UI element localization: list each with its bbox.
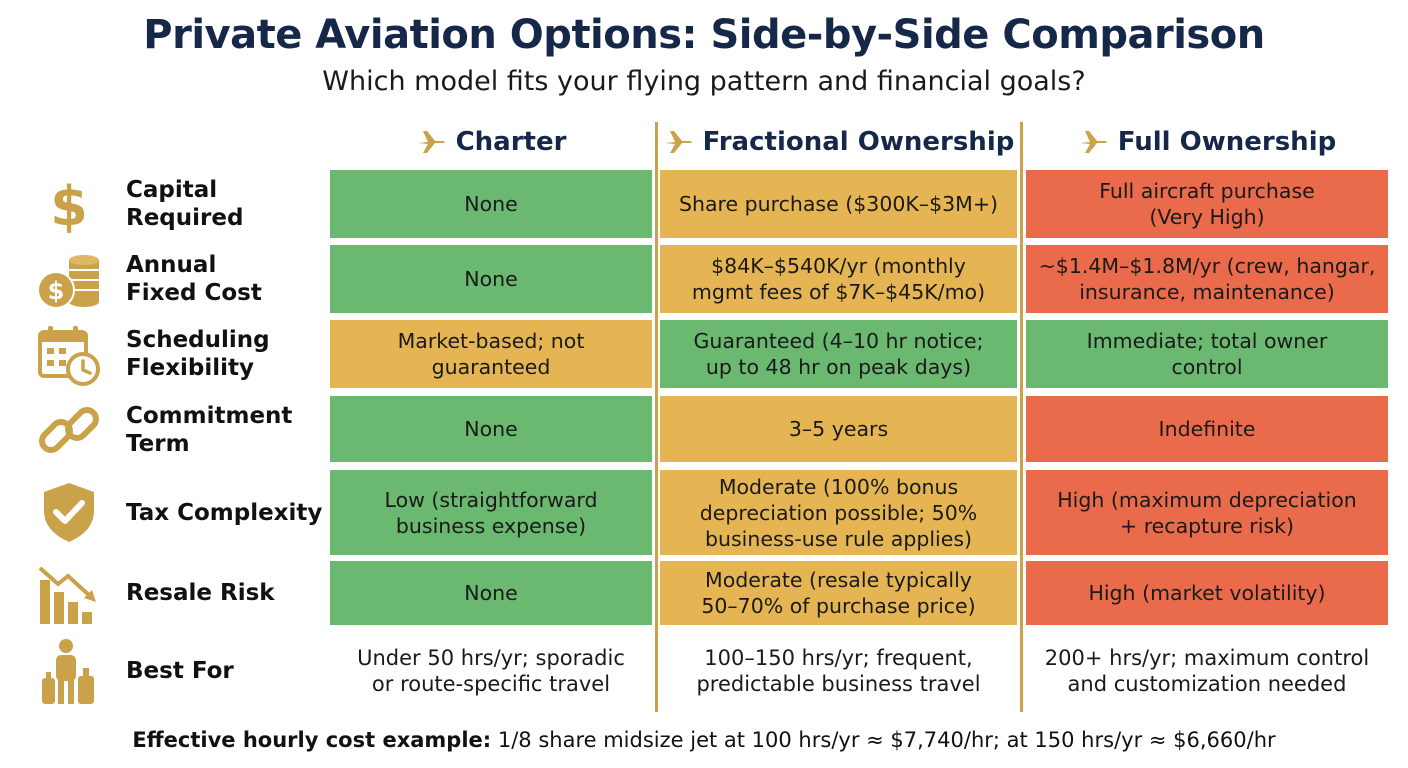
- cell-full-tax: High (maximum depreciation + recapture ri…: [1026, 470, 1388, 555]
- cell-fractional-tax: Moderate (100% bonus depreciation possibl…: [660, 470, 1017, 555]
- column-header-fractional: Fractional Ownership: [660, 122, 1017, 162]
- footer-text: 1/8 share midsize jet at 100 hrs/yr ≈ $7…: [491, 728, 1276, 752]
- traveler-luggage-icon: [42, 639, 94, 704]
- cell-fractional-scheduling: Guaranteed (4–10 hr notice; up to 48 hr o…: [660, 320, 1017, 388]
- airplane-icon: [664, 131, 692, 153]
- cell-charter-annual: None: [330, 245, 652, 313]
- cell-charter-resale: None: [330, 561, 652, 625]
- column-header-full: Full Ownership: [1026, 122, 1388, 162]
- cell-full-scheduling: Immediate; total owner control: [1026, 320, 1388, 388]
- chain-link-icon: [39, 407, 99, 453]
- row-label-commitment-term: Commitment Term: [126, 403, 293, 457]
- cell-charter-tax: Low (straightforward business expense): [330, 470, 652, 555]
- cell-full-commitment: Indefinite: [1026, 396, 1388, 462]
- airplane-icon: [417, 131, 445, 153]
- row-label-annual-fixed-cost: Annual Fixed Cost: [126, 252, 262, 306]
- cell-charter-commitment: None: [330, 396, 652, 462]
- cell-fractional-commitment: 3–5 years: [660, 396, 1017, 462]
- cell-fractional-resale: Moderate (resale typically 50–70% of purc…: [660, 561, 1017, 625]
- column-divider: [655, 122, 658, 712]
- column-divider: [1020, 122, 1023, 712]
- cell-fractional-annual: $84K–$540K/yr (monthly mgmt fees of $7K–$…: [660, 245, 1017, 313]
- coins-icon: $: [37, 255, 99, 309]
- calendar-clock-icon: [38, 326, 100, 386]
- cell-charter-best-for: Under 50 hrs/yr; sporadic or route-specif…: [357, 646, 625, 696]
- cell-charter-scheduling: Market-based; not guaranteed: [330, 320, 652, 388]
- cell-fractional-capital: Share purchase ($300K–$3M+): [660, 170, 1017, 238]
- shield-check-icon: [44, 483, 94, 542]
- column-header-charter: Charter: [330, 122, 652, 162]
- row-label-scheduling-flexibility: Scheduling Flexibility: [126, 327, 270, 381]
- row-label-resale-risk: Resale Risk: [126, 580, 275, 606]
- cell-full-annual: ~$1.4M–$1.8M/yr (crew, hangar, insurance,…: [1026, 245, 1388, 313]
- page-title: Private Aviation Options: Side-by-Side C…: [143, 12, 1265, 58]
- row-label-tax-complexity: Tax Complexity: [126, 499, 323, 526]
- footer-note: Effective hourly cost example: 1/8 share…: [0, 728, 1408, 752]
- row-label-best-for: Best For: [126, 658, 234, 684]
- cell-full-best-for: 200+ hrs/yr; maximum control and customiz…: [1044, 646, 1370, 696]
- footer-label: Effective hourly cost example:: [132, 728, 492, 752]
- page-subtitle: Which model fits your flying pattern and…: [322, 66, 1086, 97]
- airplane-icon: [1079, 131, 1107, 153]
- svg-text:$: $: [48, 277, 65, 305]
- cell-full-resale: High (market volatility): [1026, 561, 1388, 625]
- declining-chart-icon: [38, 566, 96, 624]
- dollar-icon: $: [50, 175, 88, 237]
- row-label-capital-required: Capital Required: [126, 177, 244, 231]
- cell-fractional-best-for: 100–150 hrs/yr; frequent, predictable bus…: [696, 646, 981, 696]
- cell-full-capital: Full aircraft purchase (Very High): [1026, 170, 1388, 238]
- cell-charter-capital: None: [330, 170, 652, 238]
- svg-text:$: $: [50, 175, 88, 237]
